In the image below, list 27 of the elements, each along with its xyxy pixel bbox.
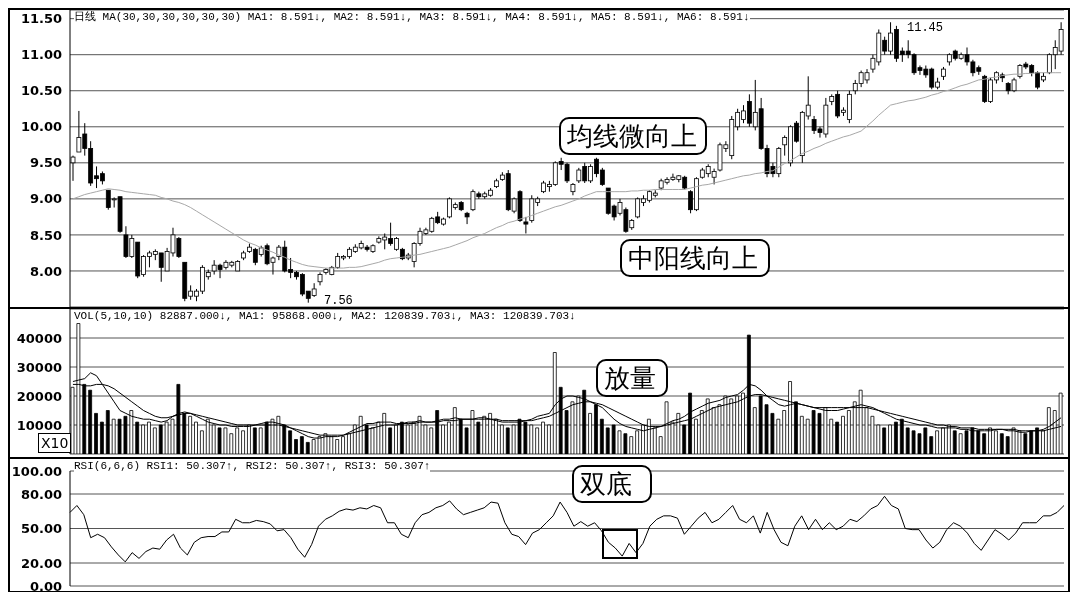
y-tick-label: 10.50 — [20, 83, 62, 99]
y-tick-label: 11.50 — [20, 11, 62, 27]
chart-title: 日线 MA(30,30,30,30,30,30) MA1: 8.591↓, MA2: 8.591↓, MA3: 8.591↓, MA4: 8.591↓, MA5: 8.591↓, MA6: 8.591↓ — [74, 11, 750, 24]
y-tick-label: 0.00 — [29, 578, 62, 592]
chart-title: VOL(5,10,10) 82887.000↓, MA1: 95868.000↓, MA2: 120839.703↓, MA3: 120839.703↓ — [74, 310, 576, 323]
y-tick-label: 100.00 — [11, 463, 62, 479]
chart-title: RSI(6,6,6) RSI1: 50.307↑, RSI2: 50.307↑, RSI3: 50.307↑ — [74, 460, 431, 473]
y-tick-label: 9.50 — [29, 155, 62, 171]
y-tick-label: 9.00 — [29, 191, 62, 207]
y-tick-label: 8.00 — [29, 263, 62, 279]
annotation: 11.45 — [907, 21, 944, 35]
annotation: 7.56 — [324, 294, 353, 308]
y-tick-label: 40000 — [16, 330, 62, 346]
annotation: 均线微向上 — [559, 117, 707, 155]
y-tick-label: 50.00 — [20, 521, 62, 537]
y-tick-label: 20.00 — [20, 555, 62, 571]
y-tick-label: 11.00 — [20, 47, 62, 63]
y-tick-label: 80.00 — [20, 486, 62, 502]
y-tick-label: 30000 — [16, 359, 62, 375]
annotation: 中阳线向上 — [620, 239, 770, 277]
y-axis-title: X10 — [38, 433, 72, 453]
annotation: 放量 — [596, 359, 668, 397]
y-tick-label: 20000 — [16, 388, 62, 404]
annotation: 双底 — [572, 465, 652, 503]
y-tick-label: 10.00 — [20, 119, 62, 135]
y-tick-label: 10000 — [16, 417, 62, 433]
y-tick-label: 8.50 — [29, 227, 62, 243]
